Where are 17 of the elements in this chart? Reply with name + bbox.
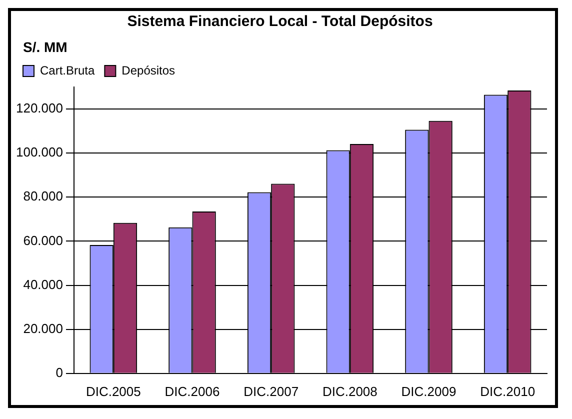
y-tick-label: 120.000 xyxy=(16,100,63,116)
x-tick-label: DIC.2007 xyxy=(244,384,299,399)
y-tick-label: 20.000 xyxy=(23,320,63,336)
legend-label: Cart.Bruta xyxy=(40,63,96,78)
x-tick-label: DIC.2010 xyxy=(480,384,536,399)
legend-label: Depósitos xyxy=(122,63,176,78)
x-tick-label: DIC.2008 xyxy=(322,384,378,399)
y-tick-label: 0 xyxy=(56,364,63,380)
y-tick-label: 80.000 xyxy=(23,188,63,204)
x-tick-label: DIC.2009 xyxy=(401,384,456,399)
y-tick-label: 100.000 xyxy=(16,144,63,160)
y-tick-label: 40.000 xyxy=(23,276,63,292)
x-tick-label: DIC.2006 xyxy=(164,384,220,399)
chart-title: Sistema Financiero Local - Total Depósitos xyxy=(127,13,433,30)
y-tick-label: 60.000 xyxy=(23,232,63,248)
y-axis-title: S/. MM xyxy=(23,39,68,55)
x-tick-label: DIC.2005 xyxy=(86,384,141,399)
